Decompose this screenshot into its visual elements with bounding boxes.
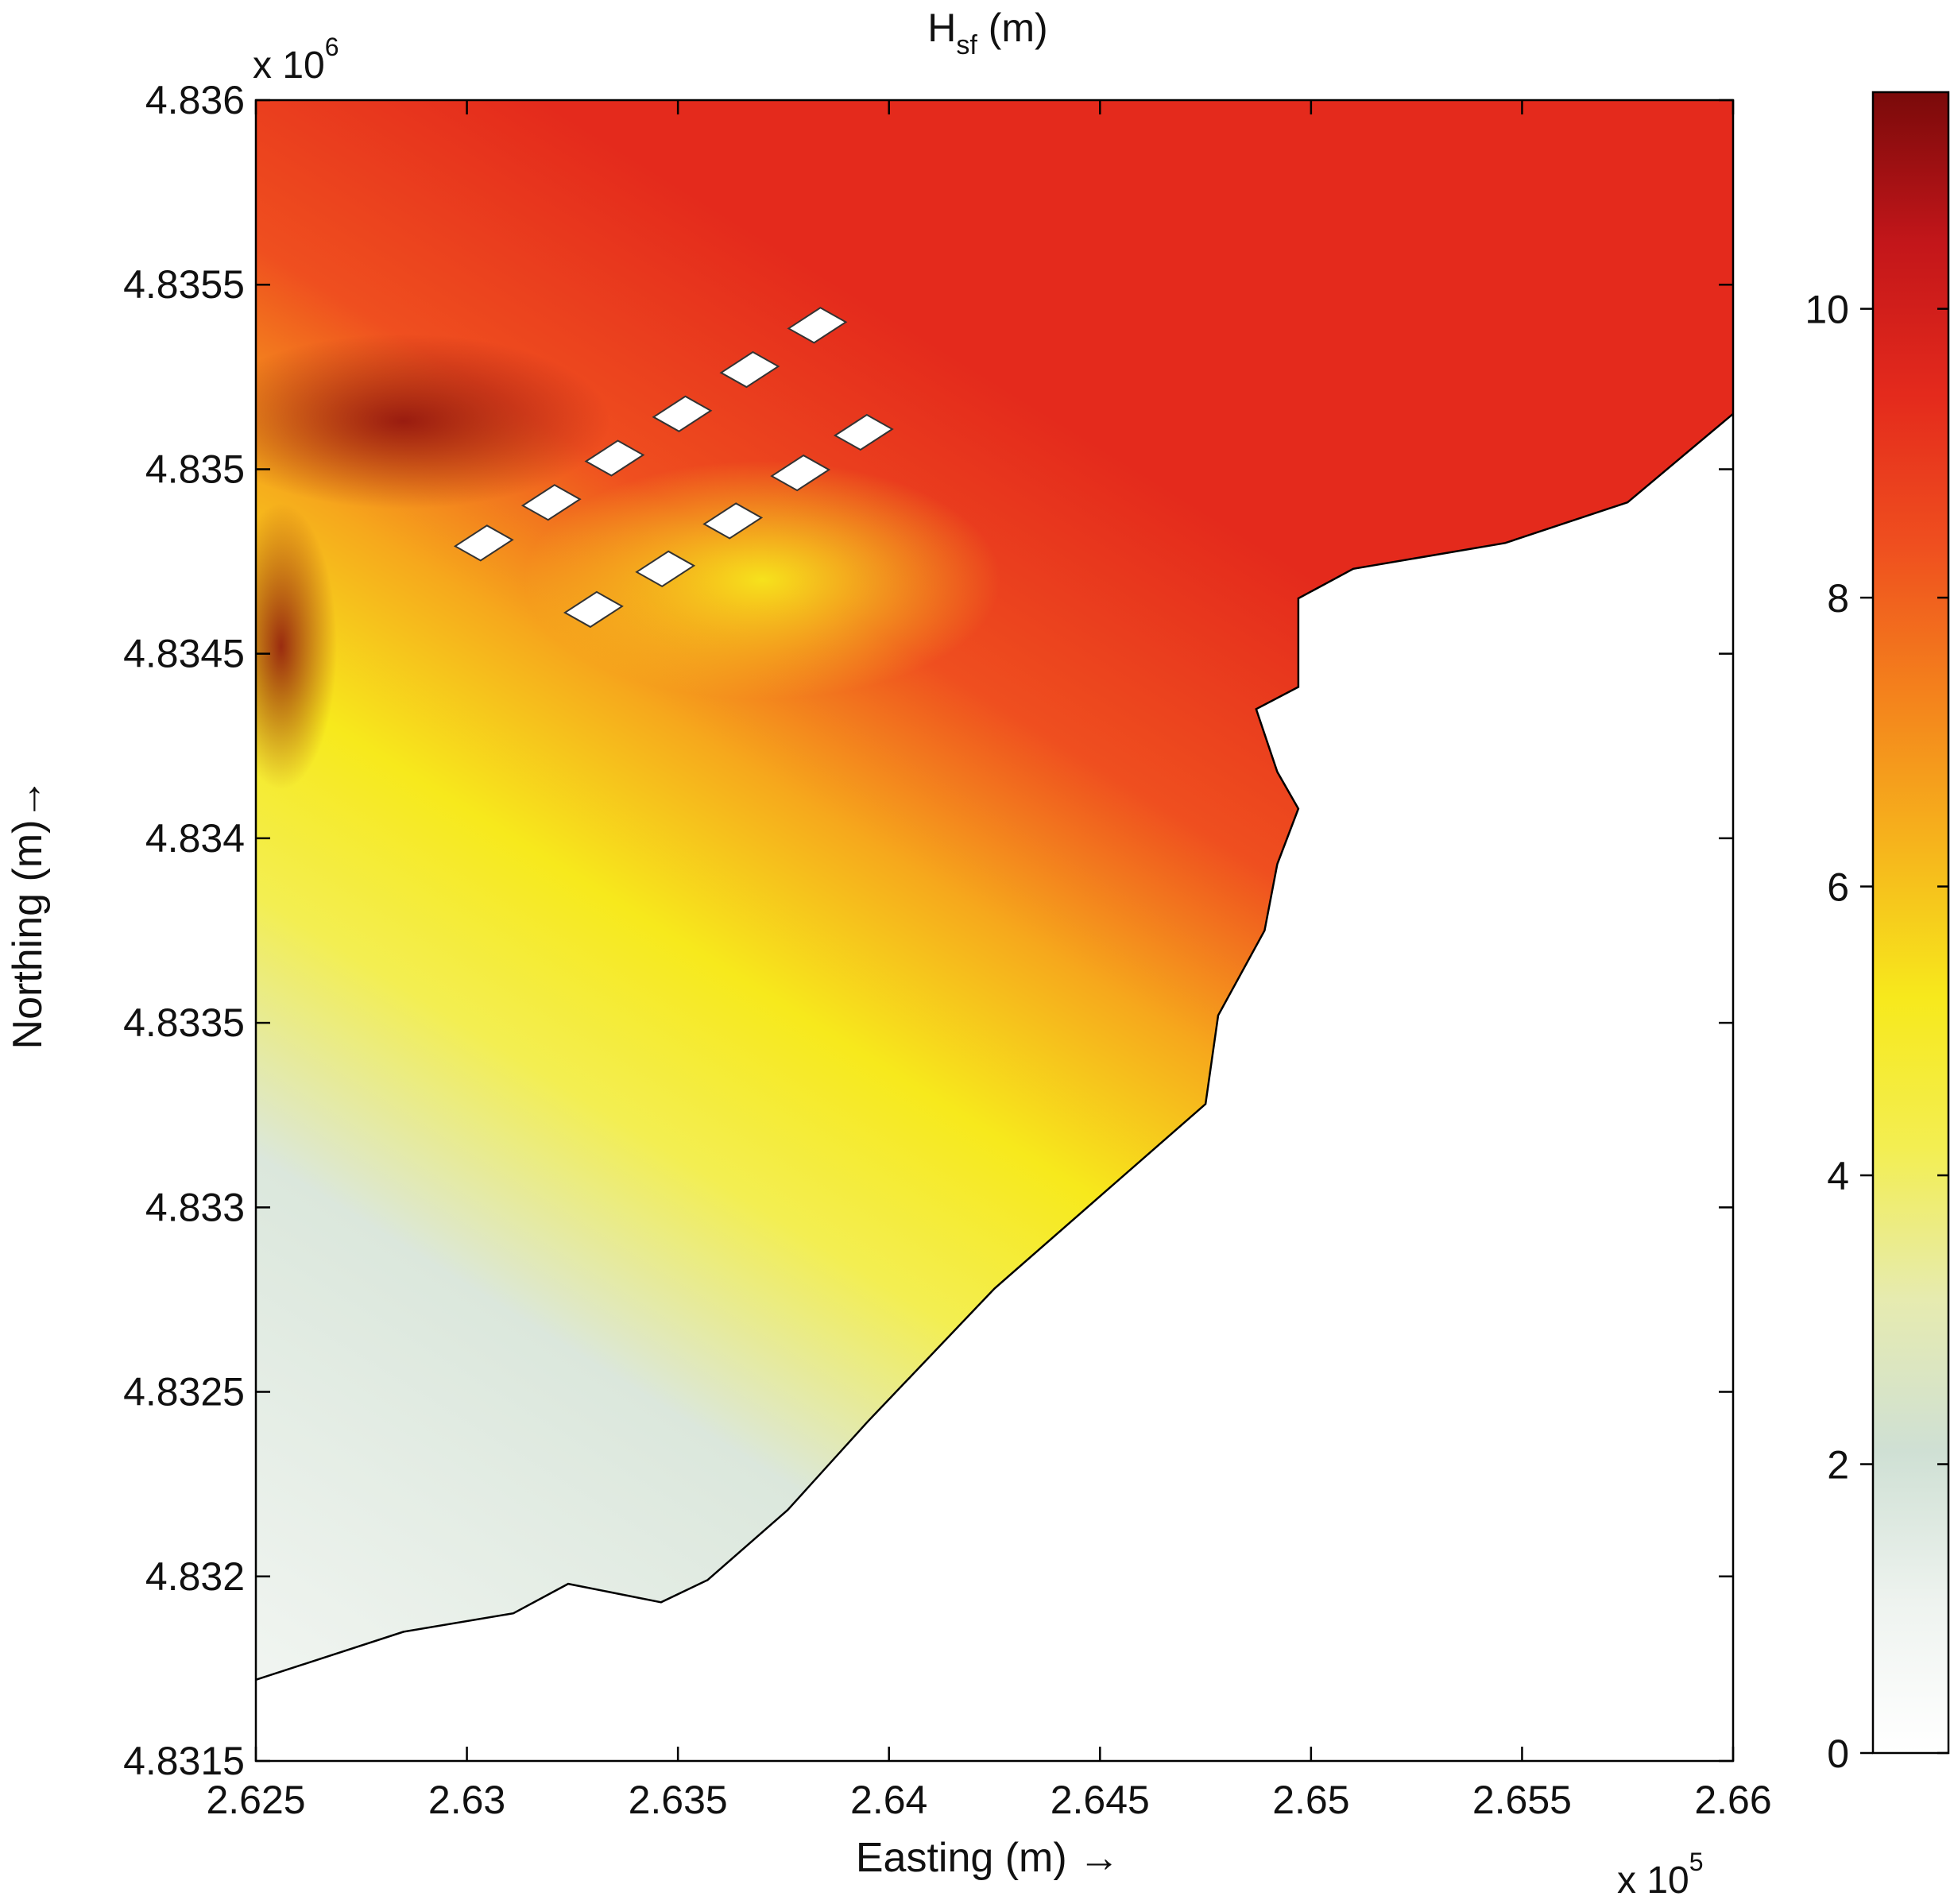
y-tick-label: 4.836 [145,78,245,122]
y-tick-label: 4.833 [145,1185,245,1229]
high-wave-region [256,334,610,509]
structures-group [453,307,894,629]
coastline [256,412,1733,1681]
y-axis: 4.8315 4.832 4.8325 4.833 4.8335 4.834 4.8345 4… [123,78,1733,1783]
x-tick-label: 2.66 [1694,1778,1771,1822]
structure-marker [787,307,848,344]
x-tick-label: 2.65 [1272,1778,1349,1822]
structure-marker [635,550,696,588]
colorbar-ticks: 0 2 4 6 8 10 [1805,288,1948,1776]
structure-marker [563,590,624,629]
colorbar-tick-label: 8 [1827,576,1849,621]
y-tick-label: 4.8315 [123,1739,245,1783]
structure-marker [833,413,894,451]
colorbar-scale [1871,91,1950,1755]
x-tick-label: 2.635 [629,1778,728,1822]
structure-marker [584,439,645,477]
y-tick-label: 4.835 [145,447,245,491]
colorbar-tick-label: 10 [1805,288,1849,332]
x-axis-label: Easting (m) → [856,1835,1120,1881]
y-tick-label: 4.832 [145,1554,245,1599]
structure-marker [453,524,514,562]
y-tick-label: 4.8325 [123,1370,245,1414]
structure-marker [770,454,831,492]
chart-title: Hsf (m) [927,6,1047,60]
structure-marker [652,395,713,432]
x-tick-label: 2.63 [428,1778,505,1822]
structure-shadow-zone [524,460,1001,699]
x-tick-label: 2.655 [1472,1778,1572,1822]
plot-area [256,100,1733,1761]
x-tick-label: 2.64 [850,1778,927,1822]
y-tick-label: 4.834 [145,816,245,861]
x-axis: 2.625 2.63 2.635 2.64 2.645 2.65 2.655 2.66 [206,100,1772,1822]
y-tick-label: 4.8345 [123,632,245,676]
y-tick-label: 4.8355 [123,262,245,307]
structure-marker [520,484,582,521]
structure-marker [702,502,764,540]
y-tick-label: 4.8335 [123,1000,245,1045]
colorbar-tick-label: 4 [1827,1154,1849,1198]
colorbar-tick-label: 6 [1827,865,1849,910]
colorbar: 0 2 4 6 8 10 [1805,91,1950,1776]
colorbar-tick-label: 2 [1827,1443,1849,1488]
axes-frame [254,99,1735,1763]
x-tick-label: 2.645 [1051,1778,1150,1822]
land-area [256,413,1733,1761]
x-axis-multiplier: x 105 [1617,1848,1704,1902]
x-tick-label: 2.625 [206,1778,305,1822]
high-wave-region [256,503,337,790]
y-axis-label: Northing (m)→ [5,779,51,1050]
colorbar-tick-label: 0 [1827,1732,1849,1776]
y-axis-multiplier: x 106 [253,33,339,87]
structure-marker [719,350,780,389]
